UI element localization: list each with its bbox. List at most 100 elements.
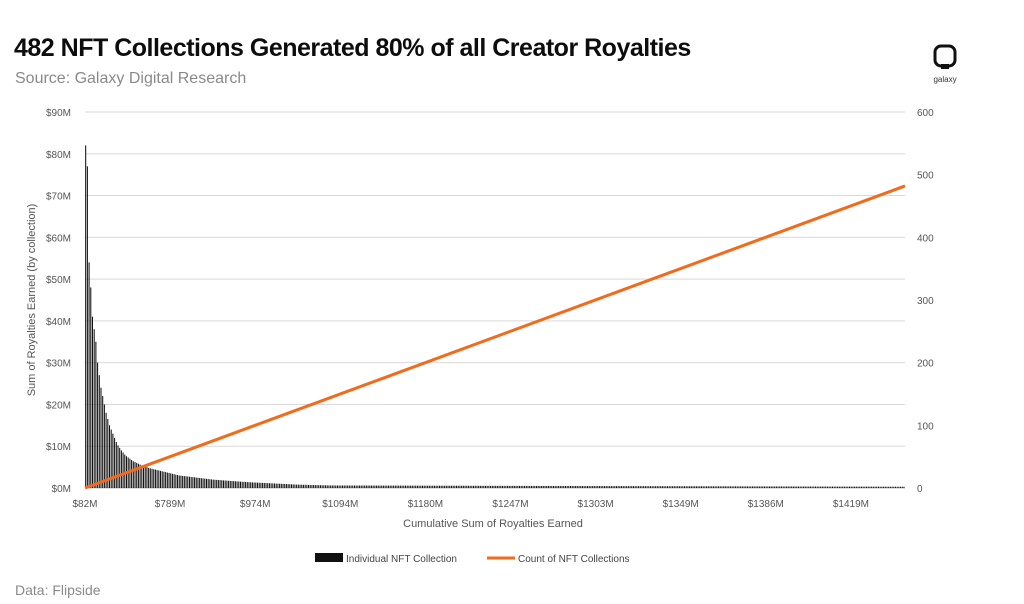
bar [753, 486, 755, 488]
bar [217, 480, 219, 488]
y-axis-ticks: $0M $10M $20M $30M $40M $50M $60M $70M $80M $90M [46, 108, 71, 495]
bar [308, 484, 310, 488]
bar [260, 482, 262, 488]
y-tick-label: $10M [46, 442, 71, 453]
bar [690, 486, 692, 488]
bar [381, 485, 383, 488]
bar [615, 486, 617, 488]
bar [811, 486, 813, 488]
bar [197, 477, 199, 488]
bar [799, 486, 801, 488]
bar [655, 486, 657, 488]
bar [809, 486, 811, 488]
bar [134, 462, 136, 488]
bar [893, 486, 895, 488]
bar [216, 479, 218, 488]
data-source-footer: Data: Flipside [15, 582, 101, 598]
bar [573, 486, 575, 488]
bar [695, 486, 697, 488]
bar [372, 485, 374, 488]
bar [357, 485, 359, 488]
bar [837, 486, 839, 488]
gridlines [85, 111, 905, 489]
bar [670, 486, 672, 488]
bar [638, 486, 640, 488]
bar [321, 485, 323, 488]
x-tick-label: $974M [240, 499, 271, 510]
bar [270, 483, 272, 488]
bar [845, 486, 847, 488]
bar [338, 485, 340, 488]
bar [551, 485, 553, 488]
bar [243, 481, 245, 488]
bar [188, 476, 190, 488]
bar [881, 486, 883, 488]
bar [833, 486, 835, 488]
bar [632, 486, 634, 488]
bar [393, 485, 395, 488]
bar [886, 486, 888, 488]
bar [849, 486, 851, 488]
y-tick-label: $30M [46, 359, 71, 370]
bar [90, 287, 92, 488]
bar [576, 486, 578, 488]
bar [736, 486, 738, 488]
bar [387, 485, 390, 488]
bar [757, 486, 759, 488]
bar [170, 473, 172, 488]
y2-tick-label: 400 [917, 233, 934, 244]
bar [840, 486, 842, 488]
bar [493, 485, 495, 488]
bar [149, 468, 151, 488]
bar [457, 485, 459, 488]
bar [804, 486, 806, 488]
y-tick-label: $90M [46, 108, 71, 119]
bar [389, 485, 391, 488]
bar [180, 475, 182, 488]
bar [177, 475, 179, 488]
bar [200, 478, 202, 488]
bar [97, 362, 99, 488]
bar [360, 485, 362, 488]
bar [622, 486, 624, 488]
bar [221, 480, 223, 488]
bar [394, 485, 396, 488]
bar [614, 486, 616, 488]
bar [425, 485, 427, 488]
bar [680, 486, 682, 488]
bar [122, 452, 124, 488]
bar [741, 486, 743, 488]
bar [364, 485, 366, 488]
bar [570, 486, 572, 488]
bar [444, 485, 446, 488]
bar [263, 482, 265, 488]
bar [314, 485, 316, 488]
bar [665, 486, 667, 488]
bar [566, 486, 568, 488]
bar [561, 485, 563, 488]
bar [767, 486, 769, 488]
bar [137, 463, 139, 488]
bar [772, 486, 774, 488]
bar [326, 485, 328, 488]
y2-tick-label: 0 [917, 484, 923, 495]
bar [889, 486, 891, 488]
bar [214, 479, 216, 488]
bar [617, 486, 619, 488]
bar [813, 486, 815, 488]
bar [883, 486, 885, 488]
bar [142, 466, 145, 488]
bar [88, 262, 90, 488]
bar [820, 486, 822, 488]
bar [867, 486, 869, 488]
bar [675, 486, 677, 488]
bar [648, 486, 650, 488]
bar [524, 485, 526, 488]
bar [428, 485, 430, 488]
bar [745, 486, 747, 488]
bar [539, 485, 541, 488]
x-tick-label: $1386M [748, 499, 784, 510]
bar [262, 482, 264, 488]
bar [607, 486, 609, 488]
bar [282, 483, 284, 488]
